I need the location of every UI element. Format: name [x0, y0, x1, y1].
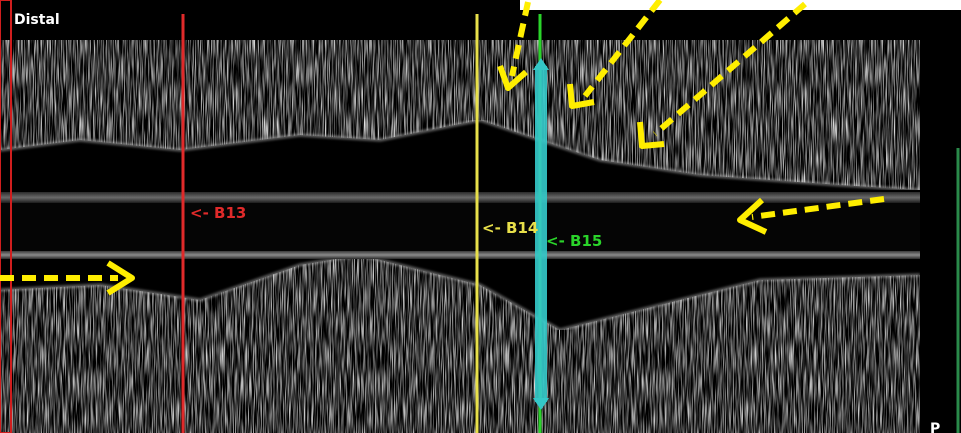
measurement-caliper[interactable] — [533, 58, 549, 410]
arrow-5-icon — [0, 260, 135, 296]
arrow-4-icon — [737, 196, 885, 235]
catheter-band-top — [0, 192, 920, 203]
label-b13: <- B13 — [190, 204, 246, 222]
arrow-1-icon — [497, 1, 531, 91]
lumen — [0, 203, 920, 251]
label-b15: <- B15 — [546, 232, 602, 250]
left-frame-border — [0, 0, 12, 433]
proximal-label-partial: P — [930, 421, 940, 433]
annotation-arrows — [0, 0, 885, 296]
lower-vessel-wall — [0, 253, 921, 433]
upper-vessel-wall — [0, 40, 921, 192]
catheter-band-bottom — [0, 251, 920, 259]
arrow-3-icon — [637, 1, 807, 149]
label-b14: <- B14 — [482, 219, 538, 237]
top-white-strip — [520, 0, 961, 10]
arrow-2-icon — [567, 0, 663, 109]
distal-label: Distal — [14, 12, 60, 28]
